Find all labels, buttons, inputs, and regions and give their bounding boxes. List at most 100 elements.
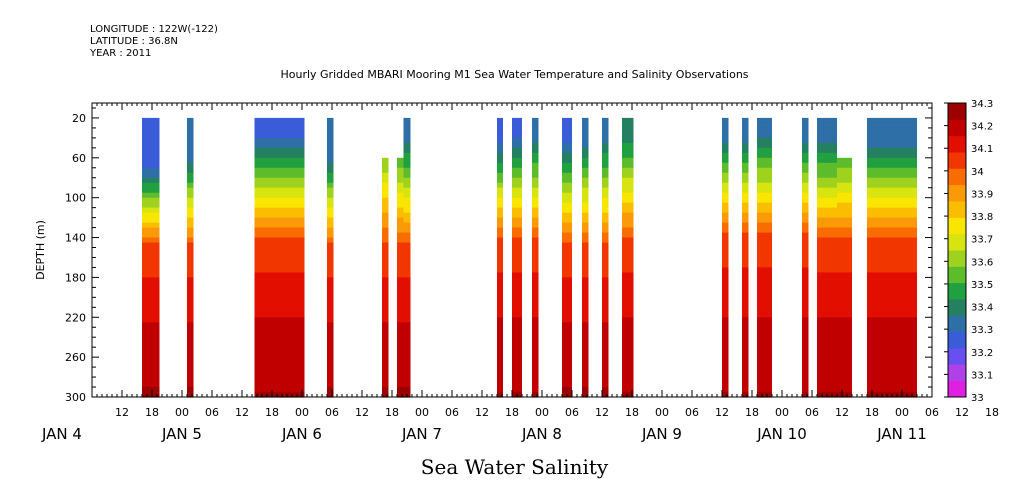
salinity-cell: [622, 247, 634, 254]
salinity-cell: [403, 117, 411, 124]
salinity-cell: [512, 367, 522, 373]
salinity-cell: [802, 272, 809, 278]
salinity-cell: [622, 147, 634, 154]
salinity-cell: [622, 157, 634, 164]
salinity-cell: [497, 327, 503, 333]
salinity-cell: [187, 222, 194, 229]
salinity-cell: [532, 122, 539, 129]
salinity-cell: [722, 217, 729, 224]
salinity-cell: [403, 377, 411, 383]
x-axis: 12 18 00 06 12 18 00 06 12 18 00 06 12 18 00 06 12 18 00 06…: [41, 103, 999, 443]
salinity-cell: [142, 142, 160, 149]
salinity-cell: [497, 187, 503, 194]
salinity-cell: [817, 307, 837, 313]
salinity-cell: [142, 372, 160, 378]
salinity-cell: [622, 342, 634, 348]
salinity-cell: [837, 357, 852, 363]
salinity-cell: [142, 172, 160, 179]
salinity-cell: [742, 217, 749, 224]
salinity-cell: [187, 162, 194, 169]
salinity-cell: [622, 307, 634, 313]
salinity-cell: [142, 192, 160, 199]
salinity-cell: [757, 252, 772, 259]
salinity-cell: [742, 387, 749, 393]
salinity-cell: [327, 287, 334, 293]
salinity-cell: [802, 302, 809, 308]
day-label: JAN 9: [641, 425, 682, 443]
salinity-cell: [722, 332, 729, 338]
salinity-cell: [187, 322, 194, 328]
salinity-cell: [254, 272, 305, 278]
salinity-cell: [562, 197, 572, 204]
salinity-cell: [254, 387, 305, 393]
salinity-cell: [562, 127, 572, 134]
salinity-cell: [562, 272, 572, 278]
salinity-cell: [497, 237, 503, 244]
salinity-cell: [622, 142, 634, 149]
salinity-cell: [532, 332, 539, 338]
salinity-cell: [867, 372, 917, 378]
salinity-cell: [722, 202, 729, 209]
salinity-cell: [497, 362, 503, 368]
salinity-cell: [867, 382, 917, 388]
salinity-cell: [187, 302, 194, 308]
salinity-cell: [722, 247, 729, 254]
salinity-cell: [582, 282, 589, 288]
salinity-cell: [382, 237, 389, 244]
salinity-cell: [722, 282, 729, 288]
salinity-cell: [142, 222, 160, 229]
salinity-cell: [742, 212, 749, 219]
salinity-cell: [327, 207, 334, 214]
salinity-cell: [187, 172, 194, 179]
salinity-cell: [757, 237, 772, 244]
salinity-cell: [802, 167, 809, 174]
salinity-cell: [327, 322, 334, 328]
salinity-cell: [802, 312, 809, 318]
salinity-cell: [382, 317, 389, 323]
salinity-cell: [722, 187, 729, 194]
salinity-cell: [512, 192, 522, 199]
salinity-cell: [817, 347, 837, 353]
salinity-cell: [497, 172, 503, 179]
salinity-cell: [327, 142, 334, 149]
salinity-cell: [867, 257, 917, 264]
x-axis-label: Sea Water Salinity: [420, 455, 609, 479]
salinity-cell: [142, 187, 160, 194]
salinity-cell: [622, 172, 634, 179]
salinity-cell: [582, 132, 589, 139]
salinity-cell: [622, 372, 634, 378]
salinity-cell: [397, 252, 404, 259]
salinity-cell: [532, 262, 539, 269]
salinity-cell: [397, 192, 404, 199]
salinity-cell: [867, 337, 917, 343]
salinity-cell: [562, 287, 572, 293]
salinity-cell: [867, 187, 917, 194]
salinity-cell: [142, 272, 160, 278]
salinity-cell: [532, 177, 539, 184]
colorbar-swatch: [948, 299, 966, 316]
salinity-cell: [327, 367, 334, 373]
salinity-cell: [837, 362, 852, 368]
salinity-cell: [602, 187, 609, 194]
salinity-cell: [327, 127, 334, 134]
salinity-cell: [142, 327, 160, 333]
salinity-cell: [602, 117, 609, 124]
salinity-cell: [562, 167, 572, 174]
salinity-cell: [142, 147, 160, 154]
salinity-cell: [722, 367, 729, 373]
salinity-cell: [867, 262, 917, 269]
salinity-cell: [254, 297, 305, 303]
salinity-cell: [397, 352, 404, 358]
salinity-cell: [602, 237, 609, 244]
salinity-cell: [817, 207, 837, 214]
salinity-cell: [562, 237, 572, 244]
salinity-cell: [837, 377, 852, 383]
salinity-cell: [254, 227, 305, 234]
salinity-cell: [382, 262, 389, 269]
x-tick-label: 06: [565, 406, 579, 419]
salinity-cell: [582, 247, 589, 254]
salinity-cell: [722, 382, 729, 388]
salinity-cell: [802, 227, 809, 234]
salinity-cell: [742, 342, 749, 348]
